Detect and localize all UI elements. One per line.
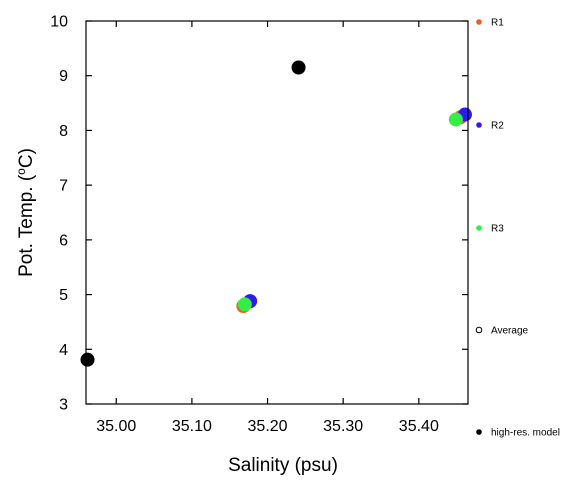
legend-label: R1: [491, 18, 504, 29]
y-tick-label: 3: [59, 397, 68, 414]
legend-marker: [476, 225, 482, 231]
y-tick-label: 4: [59, 342, 68, 359]
y-tick-label: 5: [59, 287, 68, 304]
y-tick-label: 10: [50, 14, 68, 31]
legend-label: Average: [491, 326, 529, 337]
data-point-high-res-model: [80, 352, 95, 367]
legend-label: high-res. model: [491, 428, 560, 439]
x-tick-label: 35.00: [96, 418, 136, 435]
x-tick-label: 35.40: [399, 418, 439, 435]
legend-marker: [476, 19, 482, 25]
data-point-high-res-model: [291, 60, 306, 75]
y-axis-title: Pot. Temp. (oC): [14, 148, 37, 277]
x-tick-label: 35.20: [248, 418, 288, 435]
legend-marker: [476, 429, 482, 435]
data-point-r3: [448, 112, 463, 127]
data-point-r3: [237, 297, 252, 312]
legend-marker: [475, 326, 483, 334]
x-tick-label: 35.30: [323, 418, 363, 435]
plot-frame: [85, 20, 469, 405]
y-tick-label: 9: [59, 68, 68, 85]
x-tick-label: 35.10: [172, 418, 212, 435]
y-tick-label: 8: [59, 123, 68, 140]
legend-label: R2: [491, 121, 504, 132]
y-tick-label: 6: [59, 232, 68, 249]
legend-marker: [476, 122, 482, 128]
x-axis-title: Salinity (psu): [228, 455, 338, 476]
y-tick-label: 7: [59, 178, 68, 195]
legend-label: R3: [491, 224, 504, 235]
